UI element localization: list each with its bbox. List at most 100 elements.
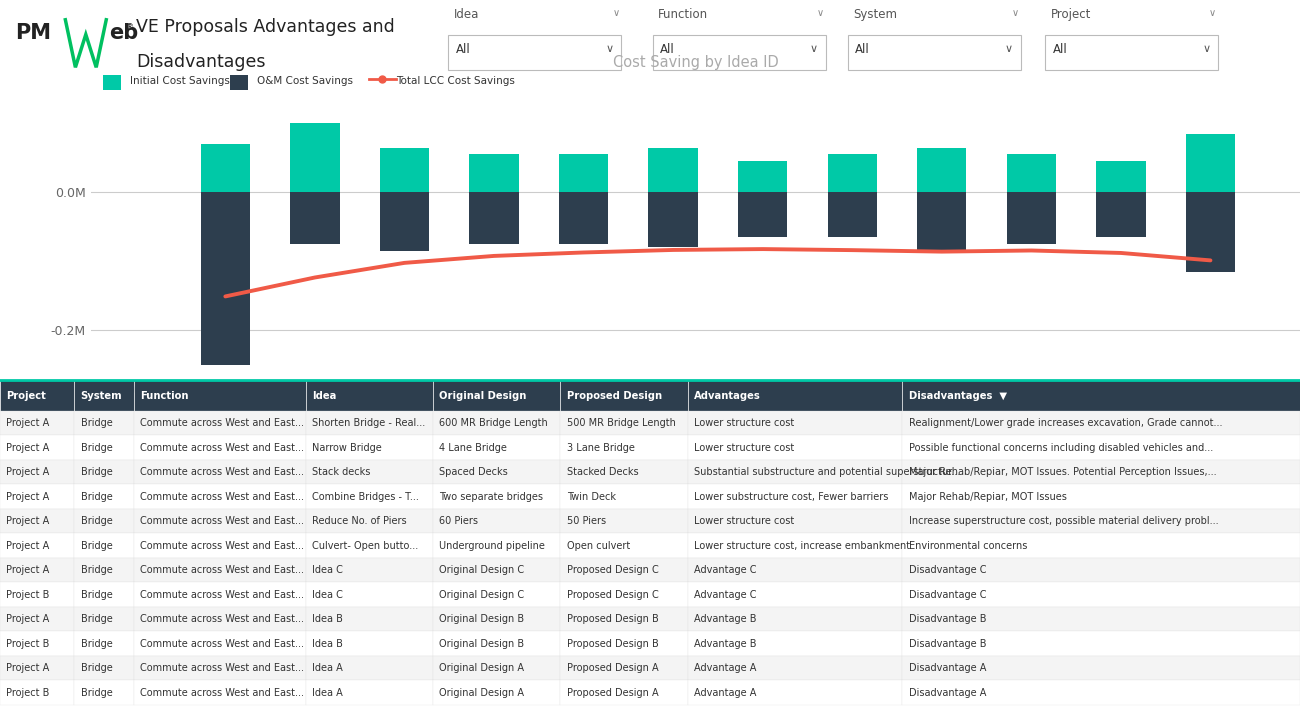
Bar: [433, 533, 560, 558]
Bar: [560, 607, 688, 631]
Bar: [738, 161, 788, 192]
Bar: [560, 583, 688, 607]
Bar: [560, 411, 688, 436]
Text: Original Design: Original Design: [439, 391, 526, 401]
Text: Substantial substructure and potential superstructur...: Substantial substructure and potential s…: [694, 467, 961, 477]
Bar: [200, 144, 250, 192]
Text: Culvert- Open butto...: Culvert- Open butto...: [312, 540, 419, 550]
Text: ∨: ∨: [810, 44, 818, 54]
Text: Bridge: Bridge: [81, 565, 112, 575]
Text: Bridge: Bridge: [81, 590, 112, 600]
Bar: [433, 656, 560, 680]
Bar: [0, 656, 74, 680]
Bar: [134, 631, 306, 656]
Text: Advantage A: Advantage A: [694, 663, 757, 673]
Text: Disadvantages: Disadvantages: [136, 53, 266, 71]
Bar: [559, 154, 608, 192]
Text: Commute across West and East...: Commute across West and East...: [140, 516, 304, 526]
Bar: [738, 192, 788, 237]
Text: Lower substructure cost, Fewer barriers: Lower substructure cost, Fewer barriers: [694, 492, 889, 502]
Bar: [688, 631, 902, 656]
Text: Total LCC Cost Savings: Total LCC Cost Savings: [395, 76, 515, 86]
Bar: [306, 485, 433, 509]
Text: ∨: ∨: [1011, 8, 1018, 19]
Text: Bridge: Bridge: [81, 540, 112, 550]
Bar: [433, 583, 560, 607]
Bar: [902, 607, 1300, 631]
Text: ∨: ∨: [612, 8, 619, 19]
Text: Commute across West and East...: Commute across West and East...: [140, 614, 304, 624]
Text: Project A: Project A: [6, 614, 49, 624]
Text: 50 Piers: 50 Piers: [567, 516, 606, 526]
Text: Bridge: Bridge: [81, 614, 112, 624]
Bar: [560, 436, 688, 460]
Bar: [649, 148, 698, 192]
Bar: [134, 656, 306, 680]
Text: Two separate bridges: Two separate bridges: [439, 492, 543, 502]
Text: Lower structure cost: Lower structure cost: [694, 418, 794, 428]
Text: Idea A: Idea A: [312, 663, 343, 673]
Bar: [688, 380, 902, 411]
Text: System: System: [81, 391, 122, 401]
Text: Major Rehab/Repiar, MOT Issues: Major Rehab/Repiar, MOT Issues: [909, 492, 1066, 502]
Bar: [306, 533, 433, 558]
Text: Original Design B: Original Design B: [439, 639, 524, 649]
Text: eb: eb: [109, 23, 138, 43]
Text: Project A: Project A: [6, 492, 49, 502]
Bar: [74, 680, 134, 705]
Bar: [560, 460, 688, 485]
Bar: [469, 154, 519, 192]
Text: Realignment/Lower grade increases excavation, Grade cannot...: Realignment/Lower grade increases excava…: [909, 418, 1222, 428]
Text: Proposed Design C: Proposed Design C: [567, 590, 659, 600]
Bar: [848, 35, 1020, 70]
Text: Project B: Project B: [6, 590, 49, 600]
Bar: [0, 607, 74, 631]
Text: Lower structure cost: Lower structure cost: [694, 516, 794, 526]
Text: Project A: Project A: [6, 467, 49, 477]
Bar: [902, 583, 1300, 607]
Text: Advantage A: Advantage A: [694, 688, 757, 698]
Bar: [134, 607, 306, 631]
Text: Proposed Design A: Proposed Design A: [567, 663, 658, 673]
Text: Bridge: Bridge: [81, 418, 112, 428]
Text: ®: ®: [126, 23, 134, 32]
Text: Disadvantages  ▼: Disadvantages ▼: [909, 391, 1006, 401]
Bar: [0, 411, 74, 436]
Text: Project A: Project A: [6, 565, 49, 575]
Bar: [828, 192, 876, 237]
Bar: [134, 533, 306, 558]
Text: Original Design C: Original Design C: [439, 590, 524, 600]
Bar: [688, 533, 902, 558]
Bar: [433, 680, 560, 705]
Bar: [74, 533, 134, 558]
Bar: [1186, 192, 1235, 271]
Text: Project B: Project B: [6, 639, 49, 649]
Text: Lower structure cost: Lower structure cost: [694, 443, 794, 453]
Text: Disadvantage C: Disadvantage C: [909, 590, 987, 600]
Text: Project A: Project A: [6, 443, 49, 453]
Text: Idea: Idea: [312, 391, 337, 401]
Text: Increase superstructure cost, possible material delivery probl...: Increase superstructure cost, possible m…: [909, 516, 1218, 526]
Bar: [433, 411, 560, 436]
Bar: [74, 380, 134, 411]
Text: Twin Deck: Twin Deck: [567, 492, 616, 502]
Text: Project A: Project A: [6, 663, 49, 673]
Bar: [306, 631, 433, 656]
Text: 600 MR Bridge Length: 600 MR Bridge Length: [439, 418, 549, 428]
Bar: [918, 192, 966, 251]
Bar: [1186, 134, 1235, 192]
Text: Bridge: Bridge: [81, 492, 112, 502]
Bar: [230, 75, 248, 89]
Bar: [0, 380, 74, 411]
Bar: [902, 485, 1300, 509]
Text: Project B: Project B: [6, 688, 49, 698]
Bar: [74, 656, 134, 680]
Text: Disadvantage A: Disadvantage A: [909, 663, 987, 673]
Text: Commute across West and East...: Commute across West and East...: [140, 418, 304, 428]
Bar: [433, 380, 560, 411]
Bar: [1096, 192, 1145, 237]
Text: Advantages: Advantages: [694, 391, 760, 401]
Bar: [380, 148, 429, 192]
Text: Cost Saving by Idea ID: Cost Saving by Idea ID: [612, 55, 779, 70]
Bar: [1006, 154, 1056, 192]
